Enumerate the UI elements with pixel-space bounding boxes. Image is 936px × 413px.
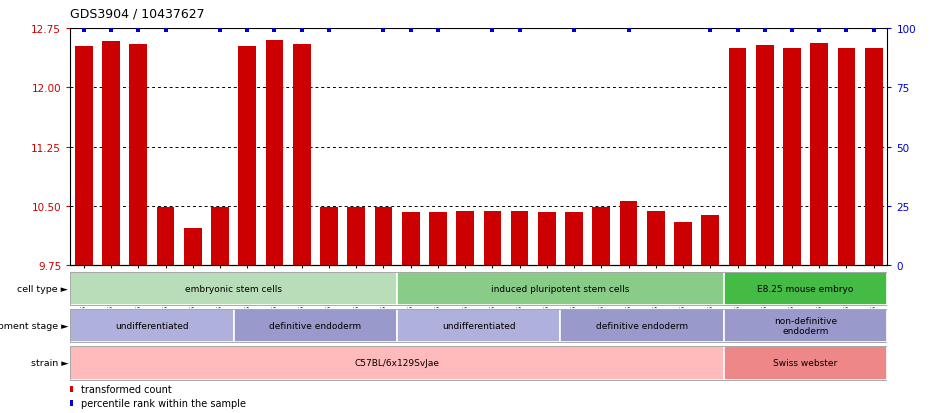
Bar — [70, 347, 724, 380]
Text: non-definitive
endoderm: non-definitive endoderm — [774, 316, 837, 335]
Text: transformed count: transformed count — [80, 384, 171, 394]
Bar — [70, 309, 234, 342]
Text: definitive endoderm: definitive endoderm — [270, 321, 361, 330]
Bar — [374, 208, 392, 266]
Text: definitive endoderm: definitive endoderm — [596, 321, 688, 330]
Text: induced pluripotent stem cells: induced pluripotent stem cells — [491, 284, 630, 293]
Text: Swiss webster: Swiss webster — [773, 358, 838, 368]
Text: E8.25 mouse embryo: E8.25 mouse embryo — [757, 284, 854, 293]
Text: strain ►: strain ► — [31, 358, 68, 368]
Text: development stage ►: development stage ► — [0, 321, 68, 330]
Bar — [266, 41, 284, 266]
Text: undifferentiated: undifferentiated — [115, 321, 189, 330]
Bar — [347, 208, 365, 266]
Text: undifferentiated: undifferentiated — [442, 321, 516, 330]
Bar — [811, 44, 828, 266]
Bar — [183, 228, 201, 266]
Bar — [402, 213, 419, 266]
Bar — [320, 208, 338, 266]
Bar — [429, 213, 446, 266]
Bar — [456, 211, 474, 266]
Bar — [756, 45, 774, 266]
Text: GDS3904 / 10437627: GDS3904 / 10437627 — [70, 8, 205, 21]
Bar — [592, 208, 610, 266]
Bar — [239, 47, 256, 266]
Bar — [865, 49, 883, 266]
Bar — [70, 272, 397, 305]
Bar — [724, 272, 887, 305]
Bar — [724, 309, 887, 342]
Bar — [565, 213, 583, 266]
Bar — [102, 42, 120, 266]
Text: percentile rank within the sample: percentile rank within the sample — [80, 398, 246, 408]
Text: C57BL/6x129SvJae: C57BL/6x129SvJae — [355, 358, 440, 368]
Bar — [212, 208, 229, 266]
Bar — [701, 216, 719, 266]
Bar — [620, 202, 637, 266]
Bar — [561, 309, 724, 342]
Bar — [538, 213, 556, 266]
Bar — [674, 222, 692, 266]
Bar — [783, 49, 801, 266]
Bar — [156, 208, 174, 266]
Bar — [397, 309, 561, 342]
Bar — [838, 49, 856, 266]
Bar — [724, 347, 887, 380]
Bar — [647, 211, 665, 266]
Bar — [75, 47, 93, 266]
Bar — [484, 211, 502, 266]
Bar — [728, 49, 746, 266]
Text: cell type ►: cell type ► — [18, 284, 68, 293]
Text: embryonic stem cells: embryonic stem cells — [185, 284, 282, 293]
Bar — [234, 309, 397, 342]
Bar — [397, 272, 724, 305]
Bar — [511, 211, 529, 266]
Bar — [129, 45, 147, 266]
Bar — [293, 45, 311, 266]
